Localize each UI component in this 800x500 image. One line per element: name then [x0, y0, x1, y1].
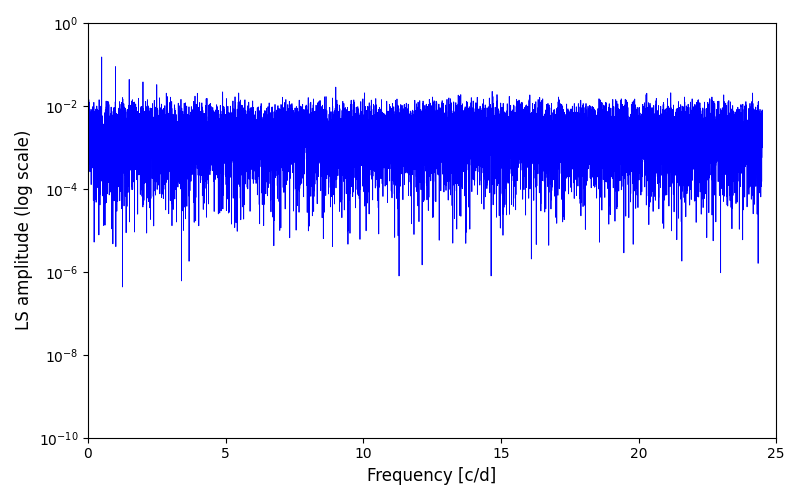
Y-axis label: LS amplitude (log scale): LS amplitude (log scale) [15, 130, 33, 330]
X-axis label: Frequency [c/d]: Frequency [c/d] [367, 467, 497, 485]
